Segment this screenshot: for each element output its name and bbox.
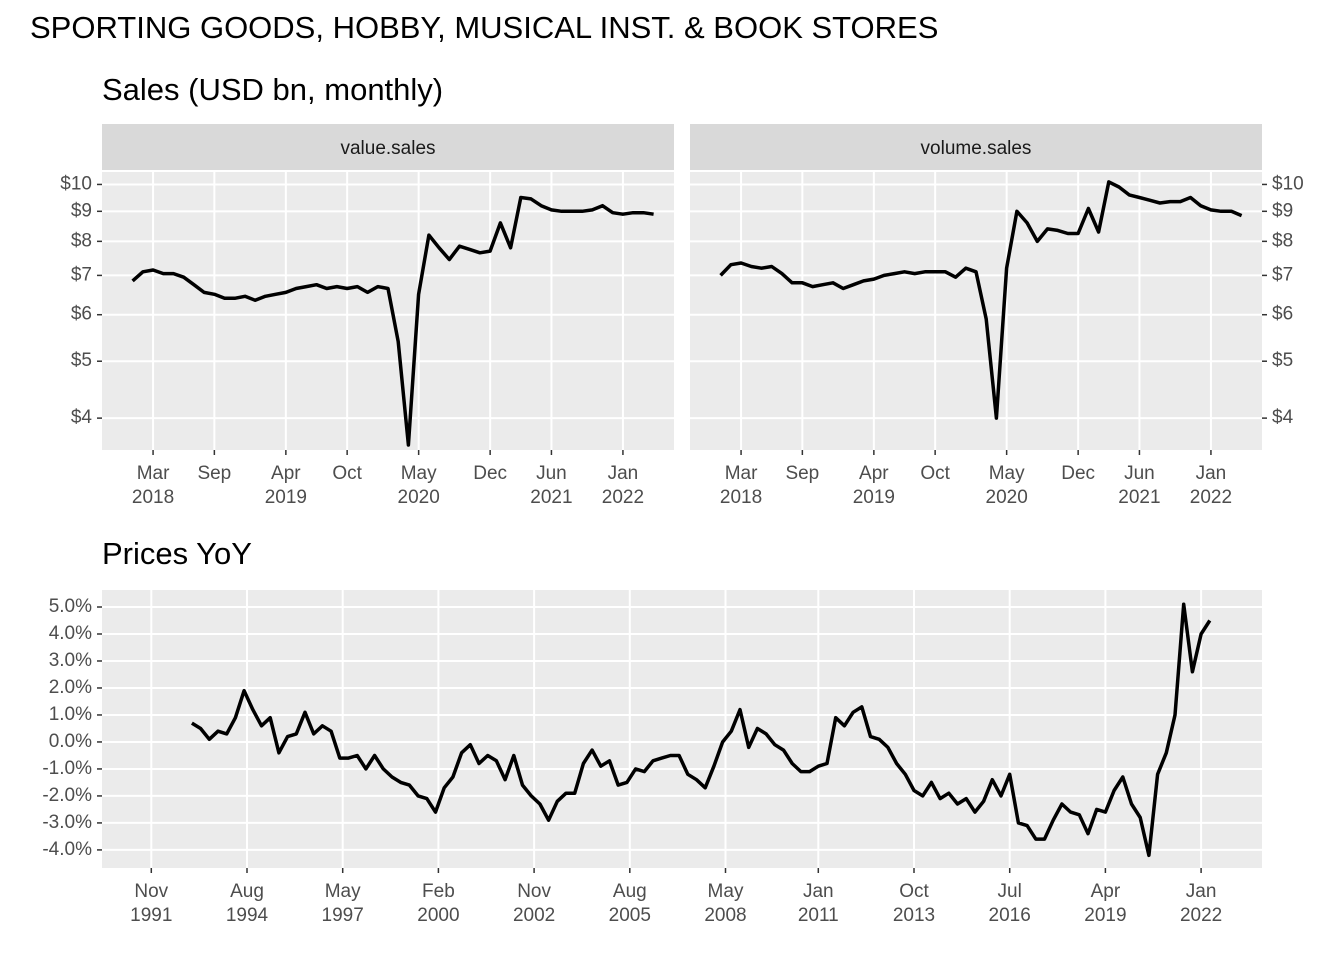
panel-background [102, 590, 1262, 868]
y-tick-label: -2.0% [42, 785, 92, 806]
x-tick-label: May 1997 [321, 881, 364, 926]
x-tick-label: Apr 2019 [264, 463, 307, 508]
x-tick-label: Jun 2021 [530, 463, 573, 508]
y-tick-label: 2.0% [49, 677, 92, 698]
x-tick-label: Jan 2022 [601, 463, 645, 508]
y-tick-label: $10 [60, 173, 92, 194]
x-tick-label: Apr 2019 [1084, 881, 1127, 926]
y-tick-label: 3.0% [49, 650, 92, 671]
y-tick-label: -3.0% [42, 812, 92, 833]
y-tick-label: $8 [1272, 230, 1293, 251]
y-tick-label: $6 [71, 304, 92, 325]
x-tick-label: Mar 2018 [131, 463, 175, 508]
panel-background [102, 172, 674, 450]
x-tick-label: Jan 2022 [1179, 881, 1223, 926]
y-tick-label: $10 [1272, 173, 1304, 194]
facet-label: volume.sales [921, 138, 1032, 159]
x-tick-label: Nov 2002 [512, 881, 556, 926]
x-tick-label: Jan 2011 [797, 881, 839, 926]
x-tick-label: May 2020 [397, 463, 440, 508]
panel-background [690, 172, 1262, 450]
x-tick-label: Mar 2018 [719, 463, 763, 508]
x-tick-label: Jan 2022 [1189, 463, 1233, 508]
y-tick-label: $5 [1272, 350, 1293, 371]
x-tick-label: Aug 1994 [225, 881, 269, 926]
y-tick-label: $9 [71, 200, 92, 221]
x-tick-label: Jun 2021 [1118, 463, 1161, 508]
x-tick-label: Oct [332, 463, 362, 484]
facet-strip [690, 124, 1262, 170]
x-tick-label: Feb 2000 [417, 881, 460, 926]
y-tick-label: $7 [71, 264, 92, 285]
y-tick-label: 1.0% [49, 704, 92, 725]
x-tick-label: Jul 2016 [988, 881, 1031, 926]
y-tick-label: 5.0% [49, 596, 92, 617]
facet-label: value.sales [340, 138, 435, 159]
y-tick-label: $5 [71, 350, 92, 371]
x-tick-label: May 2008 [704, 881, 747, 926]
x-tick-label: Oct 2013 [892, 881, 936, 926]
data-line [719, 180, 1243, 420]
y-tick-label: 4.0% [49, 623, 92, 644]
x-tick-label: Dec [473, 463, 508, 484]
y-tick-label: $4 [71, 407, 93, 428]
y-tick-label: $6 [1272, 304, 1293, 325]
x-tick-label: Oct [920, 463, 950, 484]
chart-title: Prices YoY [102, 536, 252, 571]
x-tick-label: Sep [785, 463, 820, 484]
y-tick-label: 0.0% [49, 731, 92, 752]
data-line [190, 602, 1212, 858]
x-tick-label: Nov 1991 [130, 881, 173, 926]
x-tick-label: Sep [197, 463, 232, 484]
x-tick-label: Apr 2019 [852, 463, 895, 508]
y-tick-label: -4.0% [42, 839, 92, 860]
y-tick-label: $8 [71, 230, 92, 251]
y-tick-label: $4 [1272, 407, 1294, 428]
x-tick-label: Aug 2005 [608, 881, 651, 926]
y-tick-label: $7 [1272, 264, 1293, 285]
chart-title: Sales (USD bn, monthly) [102, 72, 443, 107]
main-title: SPORTING GOODS, HOBBY, MUSICAL INST. & B… [30, 10, 938, 45]
y-tick-label: -1.0% [42, 758, 92, 779]
x-tick-label: Dec [1061, 463, 1096, 484]
x-tick-label: May 2020 [985, 463, 1028, 508]
y-tick-label: $9 [1272, 200, 1293, 221]
data-line [131, 195, 654, 447]
facet-strip [102, 124, 674, 170]
